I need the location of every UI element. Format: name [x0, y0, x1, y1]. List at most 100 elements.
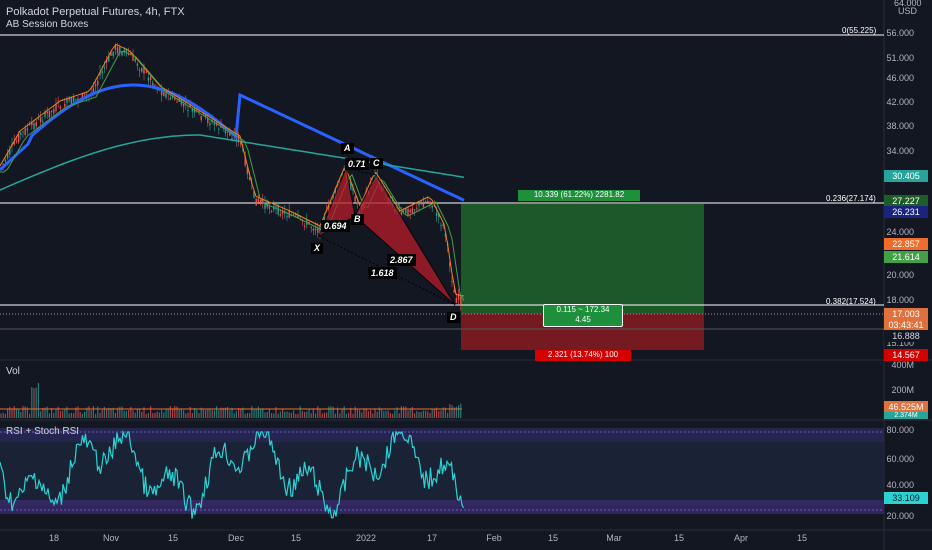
volume-bar — [350, 407, 352, 418]
price-label: 42.000 — [886, 97, 914, 107]
volume-bar — [262, 408, 264, 418]
volume-bar — [66, 406, 68, 418]
volume-bar — [394, 410, 396, 418]
harmonic-point-x: X — [311, 243, 324, 254]
price-label: 20.000 — [886, 270, 914, 280]
candle-body — [48, 110, 51, 118]
volume-bar — [253, 409, 255, 418]
volume-bar — [48, 413, 50, 418]
volume-bar — [20, 411, 22, 418]
candle-body — [59, 106, 62, 109]
candle-body — [297, 215, 299, 218]
volume-bar — [319, 409, 321, 418]
candle-body — [455, 297, 458, 303]
candle-body — [13, 141, 15, 145]
volume-pane-label[interactable]: Vol — [6, 366, 20, 377]
rsi-axis-label: 60.000 — [886, 454, 914, 464]
volume-bar — [288, 412, 290, 418]
candle-body — [460, 296, 462, 305]
volume-bar — [174, 406, 176, 418]
candle-body — [449, 262, 451, 266]
volume-bar — [356, 409, 358, 418]
volume-bar — [123, 410, 125, 418]
candle-body — [422, 203, 425, 208]
rsi-pane-label[interactable]: RSI + Stoch RSI — [6, 426, 80, 437]
volume-bar — [315, 413, 317, 418]
volume-bar — [317, 406, 319, 418]
candle-body — [248, 177, 251, 180]
candle-body — [108, 56, 110, 62]
volume-bar — [277, 413, 279, 418]
volume-bar — [427, 411, 429, 418]
volume-bar — [414, 413, 416, 418]
volume-bar — [150, 406, 152, 418]
volume-bar — [110, 408, 112, 418]
volume-bar — [251, 406, 253, 418]
volume-bar — [163, 412, 165, 418]
candle-body — [354, 196, 356, 202]
fib-level-382-label: 0.382(17.524) — [826, 297, 876, 306]
volume-bar — [257, 406, 259, 418]
volume-bar — [158, 412, 160, 418]
candle-body — [429, 201, 431, 205]
volume-bar — [332, 406, 334, 418]
volume-bar — [425, 410, 427, 418]
rsi-price-tag: 33.109 — [884, 492, 928, 504]
price-label: 18.000 — [886, 295, 914, 305]
volume-bar — [189, 406, 191, 418]
volume-bar — [268, 408, 270, 418]
volume-bar — [37, 382, 39, 418]
candle-body — [92, 88, 95, 94]
candle-body — [75, 98, 77, 100]
volume-bar — [246, 413, 248, 418]
volume-bar — [304, 412, 306, 418]
volume-bar — [330, 406, 332, 418]
volume-bar — [145, 413, 147, 418]
volume-bar — [200, 407, 202, 418]
ema-green2-price-tag: 21.614 — [884, 251, 928, 263]
volume-bar — [187, 412, 189, 418]
volume-bar — [453, 407, 455, 418]
candle-body — [103, 67, 106, 69]
candle-body — [165, 92, 167, 98]
volume-bar — [244, 413, 246, 418]
volume-bar — [255, 408, 257, 418]
volume-bar — [143, 407, 145, 418]
indicator-label[interactable]: AB Session Boxes — [6, 19, 89, 30]
candle-body — [290, 215, 293, 217]
candle-body — [402, 210, 405, 212]
volume-bar — [389, 413, 391, 418]
volume-bar — [154, 413, 156, 418]
price-label-top: 64.000 — [894, 0, 922, 8]
volume-bar — [361, 412, 363, 418]
volume-bar — [178, 408, 180, 418]
candle-body — [231, 137, 233, 140]
volume-bar — [321, 413, 323, 418]
candle-body — [356, 202, 359, 204]
volume-bar — [352, 413, 354, 418]
candle-body — [97, 80, 99, 86]
candle-body — [319, 225, 321, 235]
candle-body — [33, 122, 35, 130]
volume-bar — [81, 413, 83, 418]
volume-bar — [372, 413, 374, 418]
volume-bar — [183, 410, 185, 418]
symbol-title[interactable]: Polkadot Perpetual Futures, 4h, FTX — [6, 6, 185, 18]
candle-body — [83, 93, 86, 95]
volume-bar — [40, 411, 42, 418]
volume-bar — [106, 408, 108, 418]
candle-body — [2, 163, 4, 165]
volume-bar — [266, 411, 268, 418]
candle-body — [323, 217, 326, 223]
candle-body — [281, 210, 284, 214]
volume-bar — [308, 409, 310, 418]
date-label: 15 — [673, 533, 685, 543]
date-label: Dec — [227, 533, 245, 543]
volume-bar — [4, 413, 6, 418]
candle-body — [343, 169, 345, 171]
candle-body — [116, 47, 119, 54]
volume-bar — [15, 408, 17, 418]
candle-body — [292, 214, 295, 216]
candle-body — [427, 200, 429, 203]
